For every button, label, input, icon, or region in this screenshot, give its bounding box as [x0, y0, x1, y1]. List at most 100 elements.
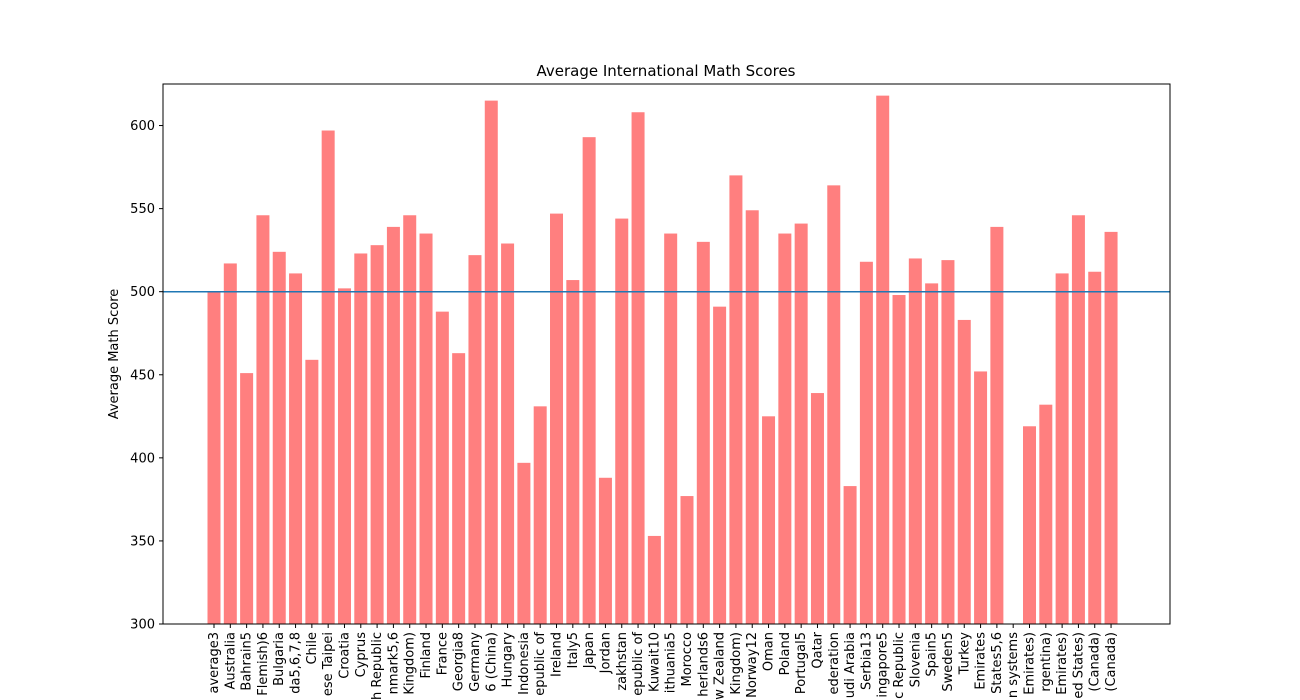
- x-tick-label: n systems: [1006, 632, 1021, 698]
- bars-layer: [207, 95, 1118, 625]
- bar: [1104, 231, 1118, 624]
- x-tick-label: Georgia8: [452, 632, 467, 691]
- x-tick-label: Cyprus: [354, 632, 369, 678]
- x-tick-label: Bulgaria: [272, 632, 287, 686]
- x-tick-label: ingapore5: [876, 632, 891, 698]
- bar: [664, 233, 678, 625]
- bar: [810, 393, 824, 624]
- x-tick-label: zakhstan: [615, 632, 630, 691]
- bar: [941, 260, 955, 624]
- bar: [386, 226, 400, 624]
- x-tick-label: 6 (China): [484, 632, 499, 692]
- x-tick-label: Slovenia: [908, 632, 923, 687]
- bar: [403, 215, 417, 624]
- bar: [272, 251, 286, 624]
- x-tick-label: Jordan: [598, 632, 613, 674]
- x-tick-label: Qatar: [810, 631, 825, 668]
- x-tick-label: average3: [207, 632, 222, 694]
- x-tick-label: epublic of: [631, 632, 646, 696]
- x-tick-label: Turkey: [957, 632, 972, 676]
- x-tick-label: Portugal5: [794, 632, 809, 694]
- bar: [957, 319, 971, 624]
- x-tick-label: States5,6: [990, 632, 1005, 694]
- x-tick-label: Emirates: [974, 632, 989, 690]
- bar: [550, 213, 564, 624]
- x-tick-label: Emirates): [1023, 632, 1038, 695]
- bar: [1088, 271, 1102, 624]
- y-tick-label: 550: [130, 202, 155, 217]
- bar: [990, 226, 1004, 624]
- x-tick-label: ederation: [827, 632, 842, 694]
- bar: [892, 295, 906, 624]
- bar: [240, 373, 254, 624]
- x-tick-label: Norway12: [745, 632, 760, 698]
- bar: [468, 255, 482, 624]
- y-tick-label: 400: [130, 451, 155, 466]
- bar: [207, 291, 221, 624]
- x-tick-label: nmark5,6: [386, 632, 401, 694]
- bar: [321, 130, 335, 624]
- bar: [337, 288, 351, 624]
- x-tick-label: da5,6,7,8: [289, 632, 304, 694]
- y-axis-ticks: 300 350 400 450 500 550 600: [130, 119, 163, 633]
- x-tick-label: Oman: [762, 632, 777, 671]
- x-tick-label: Serbia13: [859, 632, 874, 690]
- bar: [1071, 215, 1085, 624]
- y-axis-label: Average Math Score: [107, 289, 122, 420]
- x-tick-label: w Zealand: [713, 632, 728, 700]
- y-tick-label: 500: [130, 285, 155, 300]
- bar: [843, 486, 857, 624]
- bar: [370, 245, 384, 625]
- plot-area-frame: [162, 83, 1171, 625]
- bar: [566, 280, 580, 624]
- bar: [598, 477, 612, 624]
- y-tick-label: 350: [130, 534, 155, 549]
- bar: [729, 175, 743, 624]
- x-tick-label: herlands6: [696, 632, 711, 697]
- x-tick-label: Australia: [223, 632, 238, 690]
- bar: [827, 185, 841, 624]
- x-tick-label: c Republic: [892, 632, 907, 699]
- x-axis-ticks: average3 Australia Bahrain5 Flemish)6 Bulgar…: [207, 624, 1119, 700]
- y-tick-label: 450: [130, 368, 155, 383]
- y-tick-label: 600: [130, 119, 155, 134]
- x-tick-label: ese Taipei: [321, 632, 336, 696]
- x-tick-label: Poland: [778, 632, 793, 675]
- x-tick-label: (Canada): [1088, 632, 1103, 692]
- x-tick-label: Croatia: [337, 632, 352, 679]
- bar: [631, 112, 645, 624]
- y-tick-label: 300: [130, 618, 155, 633]
- bar: [582, 137, 596, 625]
- bar: [289, 273, 303, 624]
- x-tick-label: h Republic: [370, 632, 385, 700]
- bar: [745, 210, 759, 624]
- x-tick-label: Hungary: [501, 632, 516, 688]
- x-tick-label: France: [435, 632, 450, 675]
- bar: [696, 241, 710, 624]
- chart-title: Average International Math Scores: [537, 62, 796, 80]
- x-tick-label: Spain5: [925, 632, 940, 677]
- bar: [435, 311, 449, 624]
- x-tick-label: udi Arabia: [843, 632, 858, 698]
- bar: [876, 95, 890, 624]
- bar: [680, 496, 694, 624]
- bar: [305, 359, 319, 624]
- bar: [713, 306, 727, 624]
- bar: [1055, 273, 1069, 624]
- bar: [615, 218, 629, 624]
- x-tick-label: rgentina): [1039, 632, 1054, 692]
- bar: [533, 406, 547, 624]
- bar: [859, 261, 873, 624]
- x-tick-label: ithuania5: [664, 632, 679, 693]
- x-tick-label: Kingdom): [729, 632, 744, 695]
- x-tick-label: Japan: [582, 632, 597, 669]
- bar: [778, 233, 792, 625]
- x-tick-label: Morocco: [680, 632, 695, 686]
- x-tick-label: Kingdom): [403, 632, 418, 695]
- x-tick-label: Chile: [305, 632, 320, 665]
- x-tick-label: ed States): [1071, 632, 1086, 699]
- bar: [419, 233, 433, 625]
- x-tick-label: Italy5: [566, 632, 581, 668]
- x-tick-label: (Canada): [1104, 632, 1119, 692]
